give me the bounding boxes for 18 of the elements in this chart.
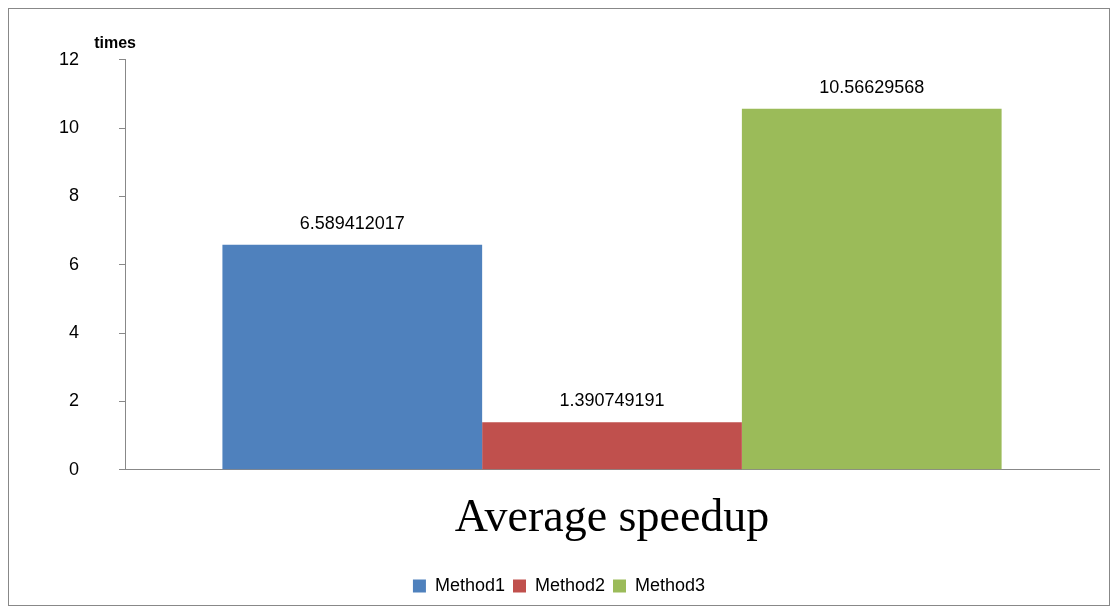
data-label: 1.390749191 <box>559 390 665 411</box>
legend-label: Method2 <box>534 574 606 595</box>
bar <box>222 244 483 470</box>
y-tick-label: 2 <box>69 390 80 411</box>
y-axis-title: times <box>94 34 137 52</box>
y-tick-label: 6 <box>69 253 80 274</box>
y-tick-label: 0 <box>69 458 80 479</box>
bar <box>482 422 742 470</box>
bar <box>741 108 1002 470</box>
y-tick-label: 8 <box>69 185 80 206</box>
data-label: 6.589412017 <box>299 212 405 233</box>
legend-label: Method1 <box>434 574 505 595</box>
y-tick-label: 10 <box>58 117 80 138</box>
x-tick-label: Average speedup <box>454 490 770 542</box>
y-tick-label: 4 <box>69 322 80 343</box>
y-tick-label: 12 <box>58 48 80 69</box>
legend-label: Method3 <box>635 574 706 595</box>
data-label: 10.56629568 <box>819 76 925 97</box>
